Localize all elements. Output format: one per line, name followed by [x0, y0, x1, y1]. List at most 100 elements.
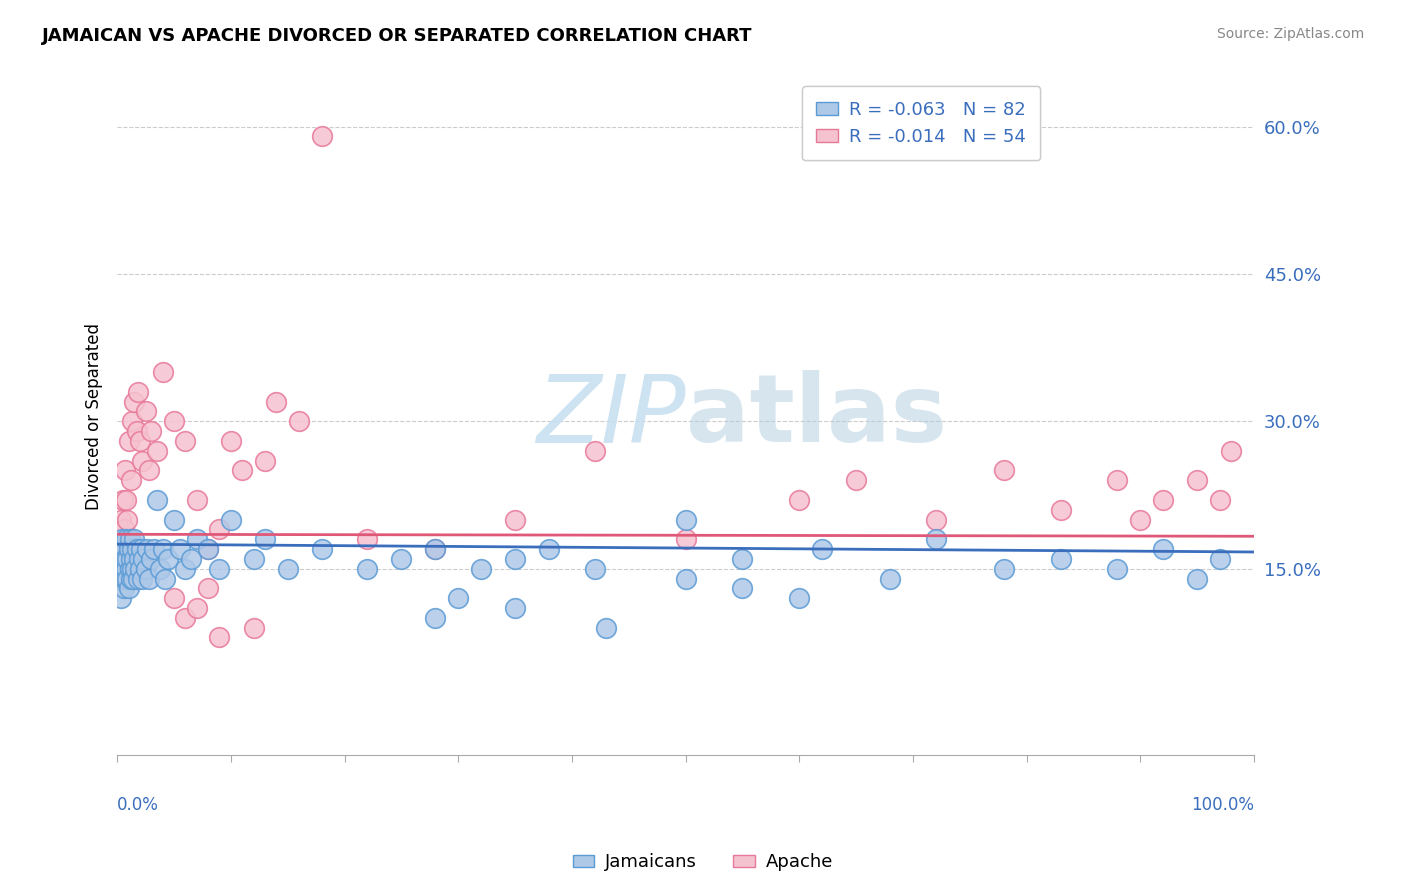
Point: [142, 542, 165, 557]
Point: [122, 552, 145, 566]
Point: [128, 552, 150, 566]
Point: [114, 552, 136, 566]
Point: [115, 492, 138, 507]
Point: [1185, 473, 1208, 487]
Point: [120, 473, 142, 487]
Point: [186, 532, 208, 546]
Point: [135, 542, 157, 557]
Point: [117, 542, 139, 557]
Point: [141, 424, 163, 438]
Point: [242, 552, 264, 566]
Point: [731, 582, 754, 596]
Point: [503, 512, 526, 526]
Point: [288, 414, 311, 428]
Point: [132, 552, 155, 566]
Point: [163, 414, 186, 428]
Point: [1107, 473, 1129, 487]
Point: [425, 542, 447, 557]
Point: [356, 532, 378, 546]
Point: [135, 404, 157, 418]
Point: [174, 562, 197, 576]
Point: [1049, 552, 1071, 566]
Point: [112, 582, 135, 596]
Point: [135, 562, 157, 576]
Point: [120, 552, 142, 566]
Point: [111, 492, 134, 507]
Point: [122, 572, 145, 586]
Point: [163, 591, 186, 606]
Point: [110, 542, 132, 557]
Point: [146, 492, 169, 507]
Point: [110, 512, 132, 526]
Point: [186, 492, 208, 507]
Point: [115, 562, 138, 576]
Point: [470, 562, 492, 576]
Point: [121, 542, 143, 557]
Point: [242, 621, 264, 635]
Text: atlas: atlas: [686, 370, 946, 462]
Point: [924, 532, 946, 546]
Point: [583, 562, 606, 576]
Point: [115, 532, 138, 546]
Point: [1152, 492, 1174, 507]
Point: [117, 582, 139, 596]
Point: [111, 532, 134, 546]
Point: [129, 562, 152, 576]
Point: [114, 572, 136, 586]
Point: [180, 552, 202, 566]
Point: [311, 129, 333, 144]
Point: [141, 552, 163, 566]
Point: [112, 542, 135, 557]
Point: [197, 542, 219, 557]
Point: [253, 453, 276, 467]
Point: [503, 552, 526, 566]
Point: [129, 542, 152, 557]
Point: [131, 453, 153, 467]
Point: [127, 572, 149, 586]
Point: [675, 532, 697, 546]
Point: [152, 365, 174, 379]
Point: [138, 572, 160, 586]
Point: [121, 562, 143, 576]
Point: [124, 562, 146, 576]
Point: [107, 562, 129, 576]
Point: [153, 572, 176, 586]
Point: [1107, 562, 1129, 576]
Point: [266, 394, 288, 409]
Y-axis label: Divorced or Separated: Divorced or Separated: [86, 323, 103, 510]
Point: [114, 463, 136, 477]
Point: [538, 542, 561, 557]
Point: [1129, 512, 1152, 526]
Point: [675, 572, 697, 586]
Point: [127, 384, 149, 399]
Point: [208, 631, 231, 645]
Point: [208, 562, 231, 576]
Point: [197, 582, 219, 596]
Point: [146, 443, 169, 458]
Point: [595, 621, 617, 635]
Point: [118, 532, 141, 546]
Point: [311, 542, 333, 557]
Point: [425, 542, 447, 557]
Point: [787, 591, 810, 606]
Text: 0.0%: 0.0%: [117, 796, 159, 814]
Point: [356, 562, 378, 576]
Point: [117, 572, 139, 586]
Point: [675, 512, 697, 526]
Text: 100.0%: 100.0%: [1191, 796, 1254, 814]
Point: [811, 542, 834, 557]
Point: [1152, 542, 1174, 557]
Point: [152, 542, 174, 557]
Text: Source: ZipAtlas.com: Source: ZipAtlas.com: [1216, 27, 1364, 41]
Point: [186, 601, 208, 615]
Point: [879, 572, 901, 586]
Point: [503, 601, 526, 615]
Point: [447, 591, 470, 606]
Point: [111, 532, 134, 546]
Point: [993, 463, 1015, 477]
Point: [163, 512, 186, 526]
Point: [993, 562, 1015, 576]
Point: [111, 562, 134, 576]
Point: [169, 542, 191, 557]
Point: [129, 434, 152, 448]
